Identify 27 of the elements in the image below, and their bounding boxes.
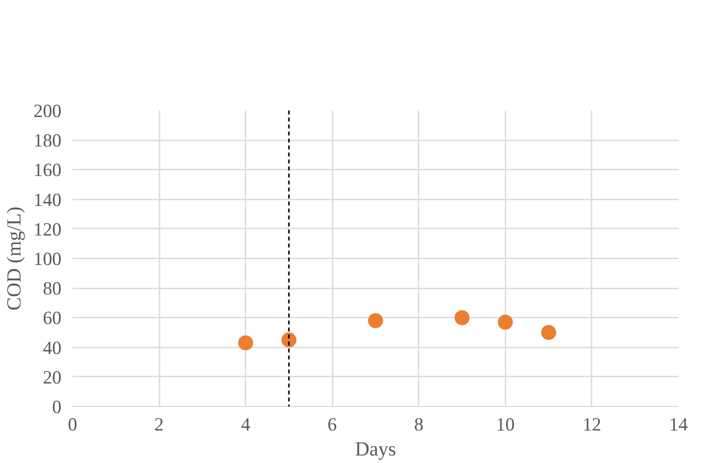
point — [238, 335, 254, 350]
point — [281, 332, 296, 348]
y-tick-label: 20 — [42, 367, 62, 388]
y-tick-label: 120 — [34, 219, 62, 240]
x-tick-label: 2 — [154, 414, 164, 436]
point — [541, 325, 556, 340]
y-tick-label: 40 — [42, 338, 62, 359]
y-axis-title: COD (mg/L) — [4, 206, 26, 310]
x-tick-label: 12 — [582, 414, 602, 436]
x-tick-label: 6 — [328, 414, 337, 436]
y-tick-label: 180 — [34, 130, 62, 152]
point — [454, 310, 470, 326]
y-tick-label: 160 — [34, 160, 62, 182]
y-tick-label: 0 — [52, 397, 62, 418]
x-tick-label: 0 — [68, 414, 78, 436]
point — [498, 314, 513, 330]
x-tick-label: 4 — [240, 414, 251, 436]
x-tick-label: 8 — [414, 414, 424, 436]
x-tick-label: 10 — [496, 414, 515, 436]
x-tick-label: 14 — [669, 414, 688, 436]
y-tick-label: 80 — [42, 278, 62, 300]
point — [368, 313, 383, 328]
y-tick-label: 100 — [34, 249, 62, 270]
x-axis-title: Days — [354, 438, 396, 460]
y-tick-label: 60 — [42, 308, 62, 330]
y-tick-label: 140 — [34, 190, 62, 211]
y-tick-label: 200 — [34, 101, 62, 122]
